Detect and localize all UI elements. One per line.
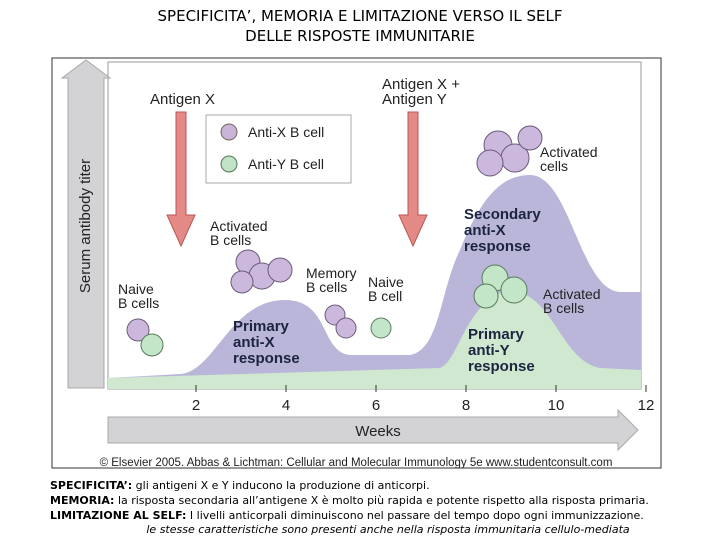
- caption-term: SPECIFICITA’:: [50, 479, 132, 492]
- x-label: Weeks: [355, 423, 401, 440]
- label: Primary: [468, 326, 525, 343]
- label: B cells: [306, 279, 347, 295]
- title: DELLE RISPOSTE IMMUNITARIE: [245, 27, 475, 45]
- x-tick-label: 12: [638, 397, 655, 414]
- label: response: [468, 358, 535, 375]
- antigen-label: Antigen X: [150, 91, 215, 108]
- label: Naive: [368, 274, 404, 290]
- label: Activated: [543, 286, 601, 302]
- x-tick-label: 2: [192, 397, 200, 414]
- caption-term: MEMORIA:: [50, 494, 114, 507]
- legend-entry: Anti-X B cell: [248, 124, 324, 140]
- cells: [126, 125, 543, 357]
- cell-icon: [220, 155, 238, 173]
- antigen-arrow: [166, 111, 196, 248]
- y-label: Serum antibody titer: [77, 159, 94, 293]
- label: cells: [540, 158, 568, 174]
- x-ticks: 2 4 6 8 10 12: [192, 385, 655, 414]
- caption-text: I livelli anticorpali diminuiscono nel p…: [190, 509, 644, 522]
- labels: Naive B cells Activated B cells Memory B…: [118, 144, 601, 375]
- label: Memory: [306, 265, 357, 281]
- x-arrow: [107, 408, 639, 452]
- label: Primary: [233, 318, 290, 335]
- caption: LIMITAZIONE AL SELF: I livelli anticorpa…: [50, 509, 644, 522]
- label: B cells: [543, 300, 584, 316]
- caption: MEMORIA: la risposta secondaria all’anti…: [50, 494, 649, 507]
- x-tick-label: 10: [548, 397, 565, 414]
- cell-icon: [220, 123, 238, 141]
- label: Naive: [118, 281, 154, 297]
- caption-term: LIMITAZIONE AL SELF:: [50, 509, 186, 522]
- figure: Serum antibody titer Weeks Antigen X Ant…: [51, 57, 662, 469]
- caption-text: la risposta secondaria all’antigene X è …: [118, 494, 649, 507]
- label: B cells: [118, 295, 159, 311]
- legend-entry: Anti-Y B cell: [248, 156, 324, 172]
- label: Activated: [210, 218, 268, 234]
- captions: SPECIFICITA’: gli antigeni X e Y inducon…: [50, 479, 649, 536]
- anti-y-area: [108, 290, 641, 389]
- label: response: [464, 238, 531, 255]
- x-tick-label: 8: [462, 397, 470, 414]
- x-tick-label: 4: [282, 397, 290, 414]
- label: anti-X: [464, 222, 506, 239]
- caption-text: gli antigeni X e Y inducono la produzion…: [136, 479, 430, 492]
- y-arrow: [60, 59, 112, 389]
- title: SPECIFICITA’, MEMORIA E LIMITAZIONE VERS…: [158, 7, 563, 25]
- label: Activated: [540, 144, 598, 160]
- antigen-label: Antigen X +: [382, 76, 460, 93]
- antigen-label: Antigen Y: [382, 91, 447, 108]
- x-tick-label: 6: [372, 397, 380, 414]
- copyright: © Elsevier 2005. Abbas & Lichtman: Cellu…: [100, 457, 613, 469]
- label: anti-X: [233, 334, 275, 351]
- antigen-arrow: [398, 111, 428, 248]
- label: Secondary: [464, 206, 541, 223]
- note: le stesse caratteristiche sono presenti …: [146, 523, 630, 536]
- label: B cells: [210, 232, 251, 248]
- label: B cell: [368, 288, 402, 304]
- label: response: [233, 350, 300, 367]
- label: anti-Y: [468, 342, 510, 359]
- caption: SPECIFICITA’: gli antigeni X e Y inducon…: [50, 479, 430, 492]
